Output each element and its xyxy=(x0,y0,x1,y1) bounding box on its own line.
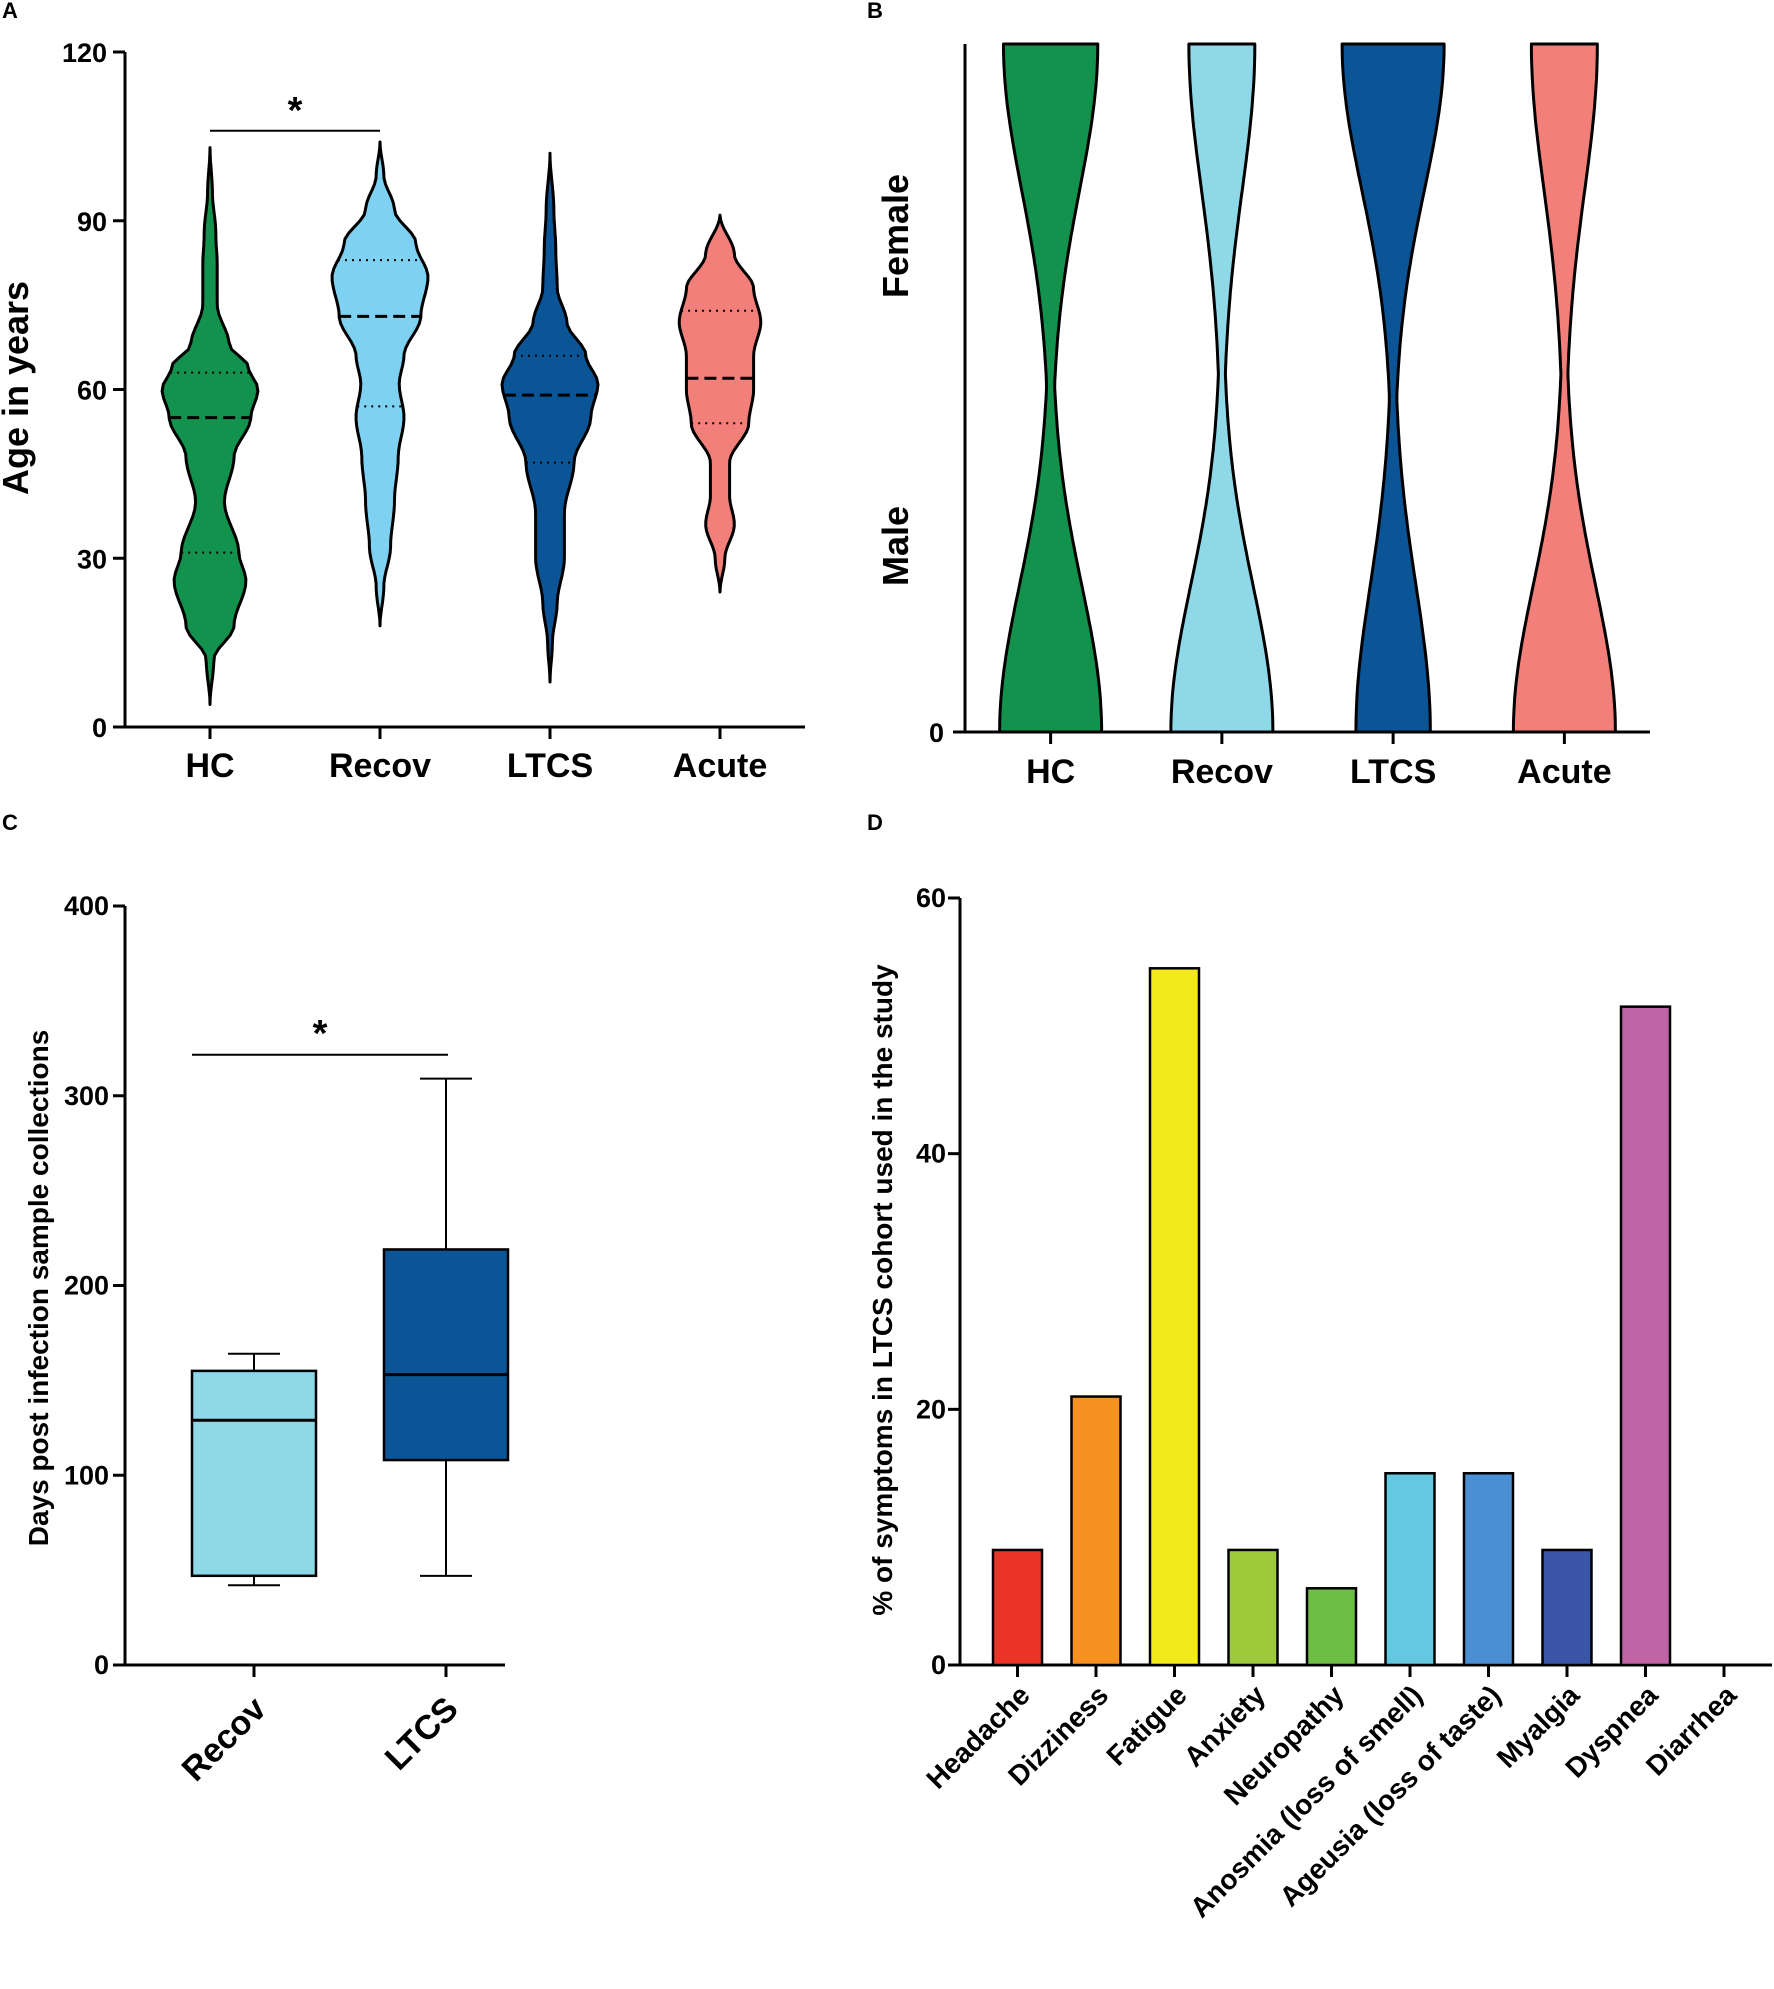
violin-ltcs xyxy=(500,151,600,684)
panel-c-y-axis-label: Days post infection sample collections xyxy=(23,1030,54,1547)
panel-d: D % of symptoms in LTCS cohort used in t… xyxy=(867,810,1772,1923)
panel-c-axes: 0 100 200 300 400 xyxy=(64,891,505,1680)
panel-d-bars xyxy=(991,967,1672,1667)
panel-a-y-tick-label: 90 xyxy=(77,207,107,237)
category-label-ltcs: LTCS xyxy=(507,747,593,785)
panel-d-y-tick-label: 20 xyxy=(916,1394,946,1424)
bar-anxiety xyxy=(1227,1548,1279,1667)
panel-d-y-tick-label: 60 xyxy=(916,883,946,913)
panel-c-y-tick-label: 400 xyxy=(64,891,109,921)
category-label-hc: HC xyxy=(185,747,234,785)
significance-star: * xyxy=(313,1013,328,1055)
panel-c-y-tick-label: 0 xyxy=(94,1650,109,1680)
violin-hc xyxy=(160,146,260,706)
panel-c: C Days post infection sample collections… xyxy=(2,810,510,1789)
panel-c-boxes: * xyxy=(190,1013,510,1587)
panel-a-y-axis-label: Age in years xyxy=(0,281,36,495)
bar-anosmia-loss-of-smell xyxy=(1384,1472,1436,1667)
panel-b-category-labels: HC Recov LTCS Acute xyxy=(1026,753,1612,791)
violin-recov xyxy=(330,140,430,628)
panel-c-y-tick-label: 200 xyxy=(64,1271,109,1301)
panel-d-y-tick-label: 40 xyxy=(916,1139,946,1169)
bar-myalgia xyxy=(1541,1548,1593,1667)
bar-headache xyxy=(991,1548,1044,1667)
sex-violin-acute xyxy=(1511,42,1617,734)
bar-fatigue xyxy=(1148,967,1201,1667)
box-ltcs xyxy=(382,1248,510,1462)
panel-c-letter: C xyxy=(2,810,18,835)
panel-b-y-tick-0: 0 xyxy=(929,718,944,748)
panel-b: B Female Male 0 HC Recov LTCS Acute xyxy=(867,0,1650,791)
category-label-recov: Recov xyxy=(1171,753,1273,791)
category-label-acute: Acute xyxy=(673,747,767,785)
bar-dizziness xyxy=(1070,1395,1122,1667)
violin-acute xyxy=(677,213,763,594)
panel-a-axes: 0 30 60 90 120 xyxy=(62,38,805,743)
panel-a-letter: A xyxy=(2,0,18,23)
panel-a-y-tick-label: 60 xyxy=(77,376,107,406)
panel-d-letter: D xyxy=(867,810,883,835)
panel-d-category-labels: HeadacheDizzinessFatigueAnxietyNeuropath… xyxy=(920,1679,1742,1923)
panel-b-letter: B xyxy=(867,0,883,23)
category-label-recov: Recov xyxy=(175,1690,274,1789)
category-label-hc: HC xyxy=(1026,753,1075,791)
panel-a-y-tick-label: 30 xyxy=(77,544,107,574)
panel-c-y-tick-label: 100 xyxy=(64,1460,109,1490)
panel-a-violins: * xyxy=(160,90,763,706)
category-label-ltcs: LTCS xyxy=(378,1690,466,1778)
panel-b-violins xyxy=(998,42,1617,734)
significance-star: * xyxy=(288,90,303,132)
bar-neuropathy xyxy=(1305,1587,1358,1667)
category-label-recov: Recov xyxy=(329,747,431,785)
category-label-fatigue: Fatigue xyxy=(1100,1679,1192,1771)
bar-dyspnea xyxy=(1619,1005,1672,1667)
box-recov xyxy=(190,1369,318,1578)
panel-b-y-label-male: Male xyxy=(875,506,916,586)
panel-c-category-labels: Recov LTCS xyxy=(175,1690,466,1789)
panel-b-y-label-female: Female xyxy=(875,174,916,298)
category-label-ltcs: LTCS xyxy=(1350,753,1436,791)
panel-c-y-tick-label: 300 xyxy=(64,1081,109,1111)
sex-violin-hc xyxy=(998,42,1104,734)
panel-d-y-axis-label: % of symptoms in LTCS cohort used in the… xyxy=(867,964,898,1616)
category-label-acute: Acute xyxy=(1517,753,1611,791)
panel-d-y-tick-label: 0 xyxy=(931,1650,946,1680)
panel-a: A Age in years 0 30 60 90 120 * HC Recov LTCS A… xyxy=(0,0,805,785)
panel-a-category-labels: HC Recov LTCS Acute xyxy=(185,747,767,785)
sex-violin-recov xyxy=(1169,42,1275,734)
panel-a-y-tick-label: 0 xyxy=(92,713,107,743)
sex-violin-ltcs xyxy=(1340,42,1446,734)
panel-a-y-tick-label: 120 xyxy=(62,38,107,68)
bar-ageusia-loss-of-taste xyxy=(1462,1472,1515,1667)
